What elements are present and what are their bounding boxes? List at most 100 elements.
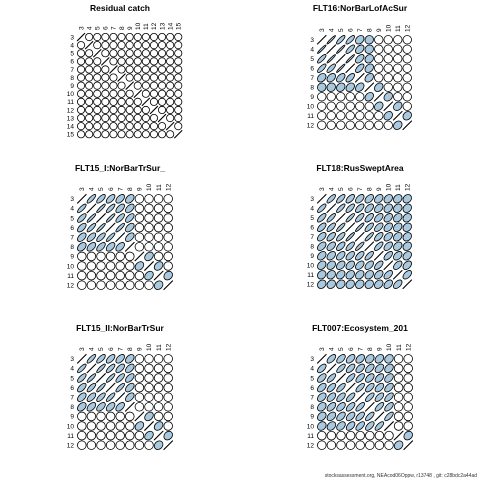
correlation-ellipse (77, 81, 86, 90)
diagonal-mark (402, 279, 413, 290)
correlation-ellipse (125, 65, 134, 74)
correlation-ellipse (326, 35, 336, 45)
correlation-ellipse (149, 122, 159, 131)
correlation-ellipse (374, 232, 384, 242)
row-label: 8 (310, 85, 314, 92)
correlation-ellipse (393, 260, 403, 270)
correlation-ellipse (174, 32, 183, 42)
diagonal-mark (144, 261, 154, 271)
correlation-ellipse (393, 411, 404, 422)
correlation-ellipse (374, 402, 385, 412)
column-label: 3 (79, 347, 86, 351)
correlation-ellipse (402, 213, 412, 223)
correlation-ellipse (402, 232, 412, 242)
correlation-ellipse (364, 120, 374, 130)
column-label: 4 (89, 347, 96, 351)
correlation-ellipse (149, 97, 159, 106)
diagonal-mark (326, 203, 337, 214)
column-label: 10 (135, 22, 142, 30)
correlation-ellipse (364, 232, 374, 242)
diagonal-mark (153, 270, 164, 281)
correlation-ellipse (174, 113, 183, 123)
correlation-ellipse (109, 57, 118, 66)
correlation-ellipse (403, 392, 413, 402)
correlation-ellipse (105, 251, 116, 262)
column-label: 9 (137, 347, 144, 351)
correlation-ellipse (149, 89, 159, 98)
correlation-ellipse (163, 213, 173, 223)
correlation-ellipse (336, 354, 346, 364)
correlation-ellipse (345, 402, 356, 412)
correlation-ellipse (355, 241, 365, 251)
correlation-ellipse (402, 92, 412, 102)
correlation-ellipse (355, 279, 365, 289)
correlation-ellipse (374, 35, 384, 45)
correlation-ellipse (326, 82, 336, 92)
correlation-ellipse (149, 81, 159, 90)
column-label: 7 (111, 26, 118, 30)
row-label: 7 (310, 395, 314, 402)
correlation-ellipse (96, 411, 106, 422)
row-label: 8 (310, 404, 314, 411)
correlation-ellipse (317, 213, 327, 223)
diagonal-mark (163, 440, 174, 451)
row-label: 4 (310, 366, 314, 373)
row-label: 6 (310, 385, 314, 392)
correlation-ellipse (125, 49, 134, 58)
correlation-ellipse (317, 421, 327, 431)
correlation-ellipse (384, 440, 394, 450)
correlation-ellipse (317, 101, 327, 111)
column-label: 4 (328, 187, 335, 191)
correlation-ellipse (374, 421, 385, 431)
column-label: 8 (367, 347, 374, 351)
diagonal-mark (364, 401, 375, 412)
row-label: 10 (67, 263, 75, 270)
correlation-ellipse (144, 194, 154, 204)
correlation-ellipse (86, 232, 97, 242)
correlation-ellipse (115, 251, 125, 262)
correlation-ellipse (86, 270, 97, 281)
column-label: 3 (319, 187, 326, 191)
correlation-ellipse (374, 430, 385, 441)
column-label: 11 (395, 184, 402, 191)
row-label: 6 (310, 225, 314, 232)
correlation-ellipse (403, 411, 413, 422)
correlation-ellipse (345, 440, 356, 450)
correlation-ellipse (144, 363, 154, 374)
correlation-ellipse (166, 73, 175, 82)
row-label: 3 (310, 356, 314, 363)
column-label: 6 (108, 347, 115, 351)
correlation-ellipse (365, 411, 375, 422)
column-label: 10 (385, 183, 392, 191)
row-label: 5 (310, 56, 314, 63)
correlation-ellipse (158, 49, 167, 58)
row-label: 7 (310, 75, 314, 82)
diagonal-mark (354, 72, 365, 83)
correlation-ellipse (158, 32, 167, 42)
correlation-ellipse (174, 97, 183, 106)
diagonal-mark (133, 89, 142, 98)
row-label: 8 (70, 75, 74, 82)
correlation-ellipse (153, 411, 164, 422)
correlation-ellipse (336, 440, 346, 450)
correlation-ellipse (85, 97, 94, 106)
correlation-ellipse (86, 373, 97, 383)
column-label: 7 (357, 28, 364, 32)
correlation-ellipse (364, 111, 374, 121)
correlation-ellipse (77, 411, 87, 422)
column-label: 8 (127, 187, 134, 191)
correlation-ellipse (117, 105, 126, 114)
column-label: 9 (376, 187, 383, 191)
correlation-ellipse (115, 402, 125, 412)
correlation-ellipse (109, 89, 118, 98)
row-label: 4 (310, 206, 314, 213)
correlation-ellipse (149, 65, 159, 74)
row-label: 6 (70, 385, 74, 392)
correlation-ellipse (163, 402, 173, 412)
correlation-ellipse (374, 241, 384, 251)
row-label: 12 (67, 283, 75, 290)
correlation-ellipse (117, 122, 126, 131)
footer-text: stocksassessment.org, NEAcod06Oppw, r137… (324, 473, 477, 479)
